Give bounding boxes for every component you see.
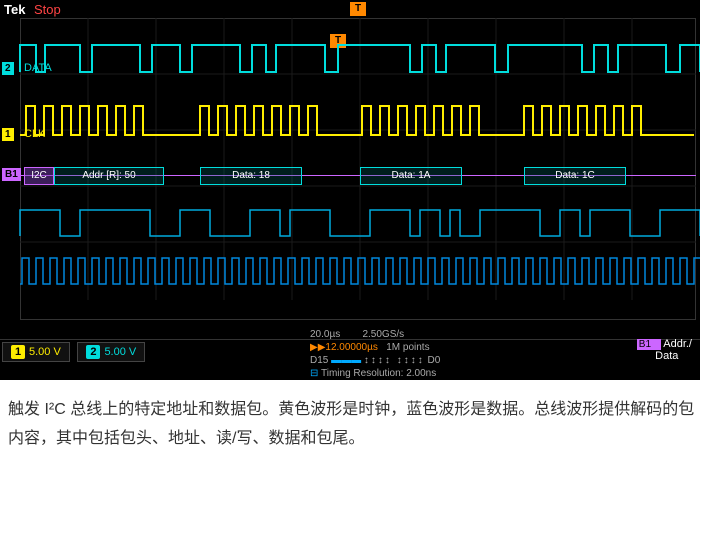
status-bar: 15.00 V 25.00 V 20.0µs 2.50GS/s ▶▶12.000… [0,339,700,380]
waveform-canvas [0,0,700,320]
ch2-scale[interactable]: 25.00 V [77,342,145,362]
timebase-info: 20.0µs 2.50GS/s ▶▶12.00000µs 1M points D… [310,328,440,380]
ch1-badge[interactable]: 1 [2,128,14,141]
ch1-label: CLK [24,128,45,140]
ch2-label: DATA [24,62,52,74]
decode-packet: Data: 18 [200,167,302,185]
decode-packet: Addr [R]: 50 [54,167,164,185]
ch2-badge[interactable]: 2 [2,62,14,75]
oscilloscope-screen: Tek Stop T T 2 DATA 1 CLK B1 I2C Addr [R… [0,0,700,380]
bus-proto: I2C [24,167,54,185]
figure-caption: 触发 I²C 总线上的特定地址和数据包。黄色波形是时钟，蓝色波形是数据。总线波形… [0,380,704,470]
decode-packet: Data: 1C [524,167,626,185]
decode-packet: Data: 1A [360,167,462,185]
trigger-info: B1 Addr./ Data [637,338,692,362]
bus-badge[interactable]: B1 [2,168,21,181]
ch1-scale[interactable]: 15.00 V [2,342,70,362]
